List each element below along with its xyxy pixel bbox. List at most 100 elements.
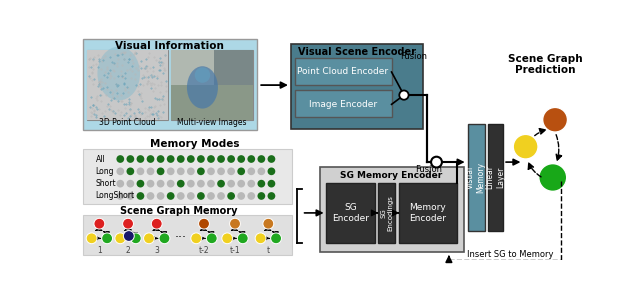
FancyBboxPatch shape: [83, 215, 292, 255]
Text: Visual
Memory: Visual Memory: [467, 162, 486, 193]
Circle shape: [257, 180, 265, 187]
Circle shape: [248, 155, 255, 163]
Text: LongShort: LongShort: [95, 192, 134, 201]
Text: Fusion: Fusion: [400, 52, 427, 61]
Text: Memory Modes: Memory Modes: [150, 139, 239, 150]
Ellipse shape: [195, 67, 210, 83]
Circle shape: [116, 180, 124, 187]
Text: Fusion: Fusion: [415, 165, 442, 174]
Circle shape: [167, 180, 175, 187]
Circle shape: [177, 168, 184, 175]
Circle shape: [227, 192, 235, 200]
Circle shape: [157, 155, 164, 163]
Circle shape: [257, 192, 265, 200]
Circle shape: [222, 233, 233, 244]
Circle shape: [255, 233, 266, 244]
Circle shape: [257, 155, 265, 163]
Text: 1: 1: [97, 246, 102, 255]
Circle shape: [263, 218, 274, 229]
Circle shape: [157, 168, 164, 175]
Circle shape: [187, 180, 195, 187]
Circle shape: [94, 218, 105, 229]
FancyBboxPatch shape: [320, 168, 463, 252]
Text: Insert SG to Memory: Insert SG to Memory: [467, 250, 554, 259]
Circle shape: [167, 192, 175, 200]
Text: All: All: [95, 154, 105, 164]
Circle shape: [123, 218, 134, 229]
Text: Multi-view Images: Multi-view Images: [177, 118, 246, 126]
Circle shape: [187, 168, 195, 175]
Circle shape: [248, 192, 255, 200]
Circle shape: [206, 233, 217, 244]
Text: Scene Graph
Prediction: Scene Graph Prediction: [508, 53, 582, 75]
Circle shape: [217, 168, 225, 175]
Text: 3D Point Cloud: 3D Point Cloud: [99, 118, 156, 126]
Circle shape: [207, 192, 215, 200]
Circle shape: [177, 180, 184, 187]
Text: SG
Encodings: SG Encodings: [380, 195, 394, 231]
Circle shape: [187, 192, 195, 200]
FancyBboxPatch shape: [214, 51, 253, 85]
Circle shape: [271, 233, 282, 244]
Circle shape: [237, 180, 245, 187]
Circle shape: [257, 168, 265, 175]
Circle shape: [191, 233, 202, 244]
Circle shape: [124, 231, 134, 241]
FancyBboxPatch shape: [399, 183, 458, 243]
Circle shape: [237, 155, 245, 163]
FancyBboxPatch shape: [87, 51, 168, 120]
Circle shape: [136, 180, 145, 187]
Circle shape: [131, 233, 141, 244]
Circle shape: [431, 157, 442, 168]
Circle shape: [102, 233, 113, 244]
Circle shape: [197, 155, 205, 163]
Circle shape: [157, 192, 164, 200]
Circle shape: [197, 180, 205, 187]
FancyBboxPatch shape: [294, 91, 392, 117]
Circle shape: [539, 164, 566, 191]
Circle shape: [136, 168, 145, 175]
Text: ...: ...: [175, 227, 187, 240]
Circle shape: [197, 168, 205, 175]
FancyBboxPatch shape: [291, 44, 422, 129]
FancyBboxPatch shape: [294, 58, 392, 85]
Circle shape: [268, 180, 275, 187]
Circle shape: [513, 134, 538, 159]
Circle shape: [143, 233, 154, 244]
Text: Visual Scene Encoder: Visual Scene Encoder: [298, 47, 415, 57]
Text: t: t: [267, 246, 270, 255]
Circle shape: [217, 155, 225, 163]
Circle shape: [136, 192, 145, 200]
Circle shape: [147, 155, 154, 163]
FancyBboxPatch shape: [87, 51, 168, 120]
Circle shape: [230, 218, 241, 229]
Circle shape: [207, 168, 215, 175]
Circle shape: [147, 180, 154, 187]
Circle shape: [127, 180, 134, 187]
Circle shape: [399, 91, 408, 100]
Text: Long: Long: [95, 167, 114, 176]
Circle shape: [237, 168, 245, 175]
Circle shape: [147, 168, 154, 175]
Text: SG
Encoder: SG Encoder: [332, 203, 369, 223]
Text: Point Cloud Encoder: Point Cloud Encoder: [297, 67, 388, 77]
Circle shape: [198, 218, 209, 229]
FancyBboxPatch shape: [326, 183, 374, 243]
Circle shape: [151, 218, 162, 229]
Circle shape: [207, 180, 215, 187]
Circle shape: [127, 192, 134, 200]
Circle shape: [543, 107, 568, 132]
Circle shape: [115, 233, 125, 244]
Circle shape: [177, 192, 184, 200]
Circle shape: [159, 233, 170, 244]
FancyBboxPatch shape: [172, 51, 214, 85]
Circle shape: [237, 233, 248, 244]
Text: t-1: t-1: [230, 246, 240, 255]
FancyBboxPatch shape: [83, 149, 292, 204]
Circle shape: [127, 155, 134, 163]
Text: 3: 3: [154, 246, 159, 255]
Circle shape: [227, 155, 235, 163]
Circle shape: [167, 168, 175, 175]
Circle shape: [207, 155, 215, 163]
Circle shape: [237, 192, 245, 200]
